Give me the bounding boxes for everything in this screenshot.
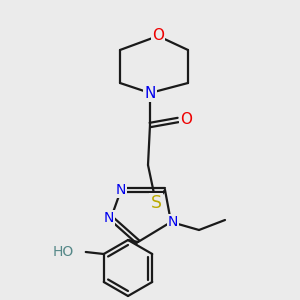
Text: HO: HO <box>52 245 74 259</box>
Text: N: N <box>168 215 178 229</box>
Text: N: N <box>144 85 156 100</box>
Text: N: N <box>116 183 126 197</box>
Text: O: O <box>152 28 164 44</box>
Text: O: O <box>180 112 192 128</box>
Text: S: S <box>151 194 161 212</box>
Text: N: N <box>104 211 114 225</box>
